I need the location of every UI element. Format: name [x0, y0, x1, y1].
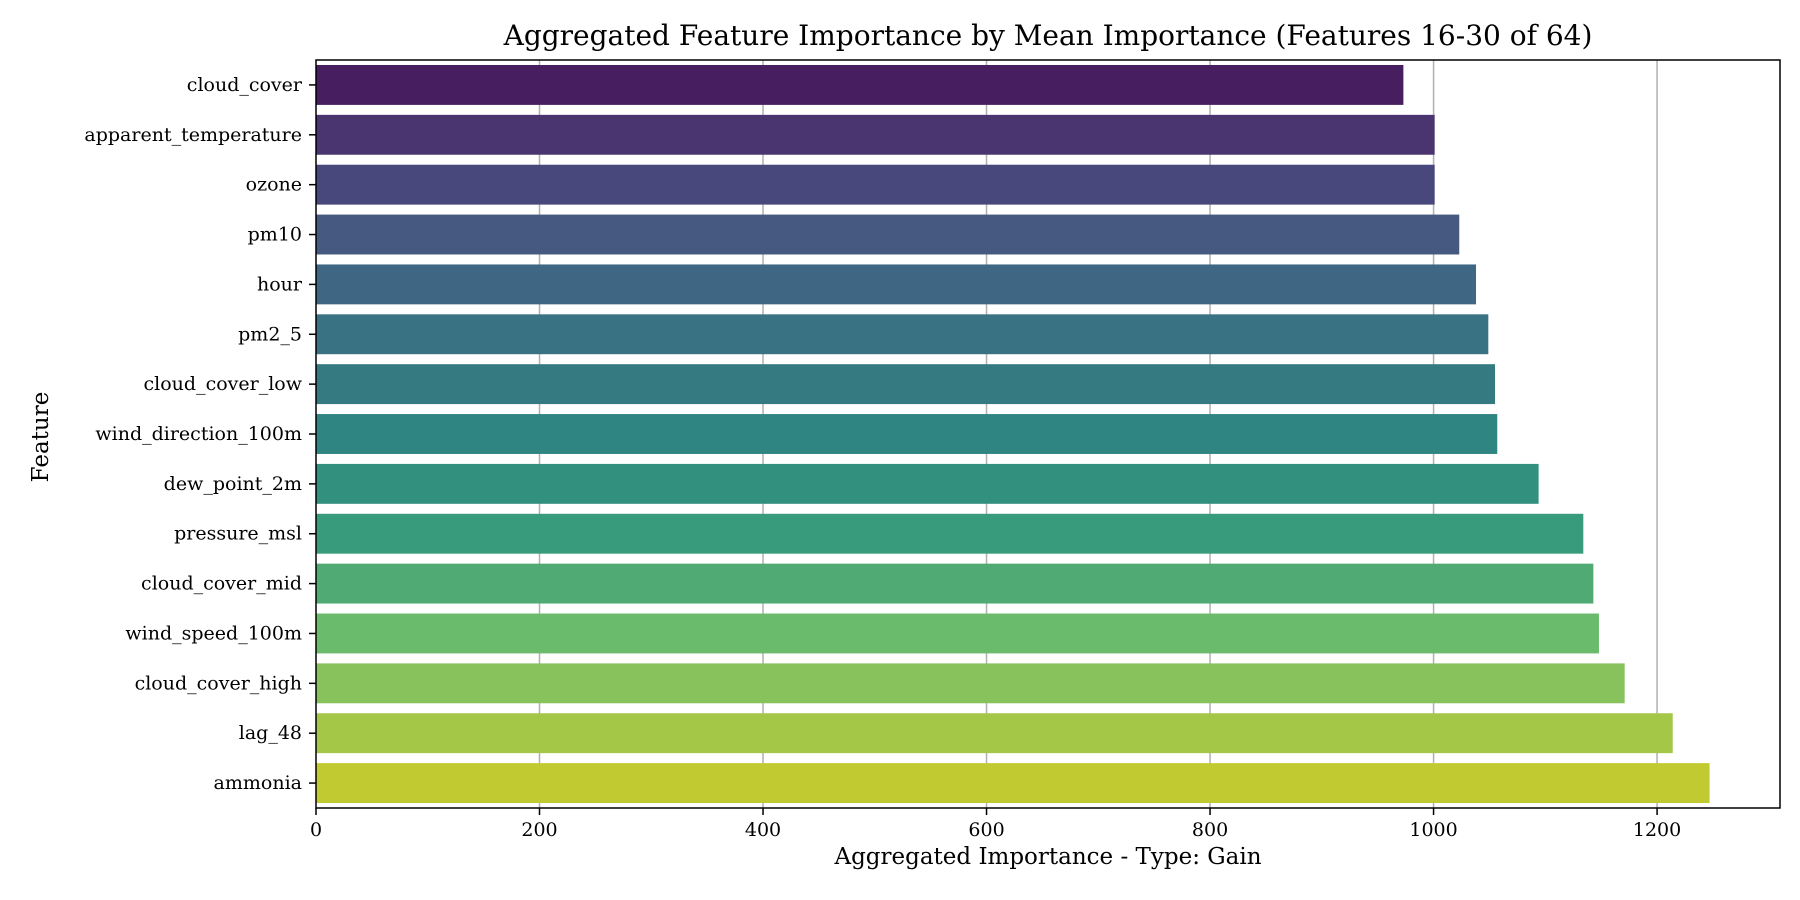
bar-cloud_cover_low: [316, 364, 1496, 405]
x-tick-label: 0: [310, 819, 322, 841]
bar-lag_48: [316, 713, 1673, 754]
bar-ozone: [316, 164, 1435, 205]
y-tick-label: cloud_cover: [187, 74, 303, 96]
chart-title: Aggregated Feature Importance by Mean Im…: [503, 19, 1593, 52]
axes-frame: [315, 59, 1781, 809]
y-tick-label: wind_speed_100m: [125, 622, 302, 644]
bar-wind_direction_100m: [316, 414, 1498, 454]
y-tick-label: cloud_cover_high: [135, 672, 302, 694]
y-tick-label: ozone: [246, 174, 302, 196]
y-tick-label: lag_48: [239, 722, 302, 744]
x-axis-label: Aggregated Importance - Type: Gain: [834, 844, 1262, 870]
y-tick-label: pressure_msl: [174, 523, 302, 545]
bar-wind_speed_100m: [316, 613, 1599, 654]
y-tick-label: cloud_cover_low: [144, 373, 303, 395]
y-tick-label: pm10: [248, 224, 302, 246]
y-tick-label: hour: [257, 273, 303, 295]
bar-cloud_cover_mid: [316, 563, 1594, 604]
bars: [316, 64, 1710, 804]
bar-ammonia: [316, 763, 1710, 804]
y-axis-label: Feature: [28, 391, 54, 483]
x-tick-label: 1200: [1633, 819, 1681, 841]
y-tick-label: ammonia: [214, 772, 302, 794]
bar-pm10: [316, 214, 1460, 255]
bar-hour: [316, 264, 1477, 305]
bar-apparent_temperature: [316, 114, 1435, 155]
y-tick-label: pm2_5: [238, 323, 302, 345]
x-tick-labels: 0 200 400 600 800 1000 1200: [310, 808, 1681, 841]
y-tick-label: cloud_cover_mid: [141, 573, 302, 595]
x-tick-label: 1000: [1409, 819, 1457, 841]
x-tick-label: 800: [1192, 819, 1228, 841]
x-tick-label: 200: [521, 819, 557, 841]
y-tick-label: wind_direction_100m: [95, 423, 302, 445]
bar-cloud_cover: [316, 64, 1404, 105]
y-tick-label: apparent_temperature: [84, 124, 302, 146]
bar-dew_point_2m: [316, 463, 1539, 504]
bar-cloud_cover_high: [316, 663, 1625, 704]
x-tick-label: 600: [968, 819, 1004, 841]
bar-pm2_5: [316, 314, 1489, 355]
x-tick-label: 400: [745, 819, 781, 841]
y-tick-label: dew_point_2m: [164, 473, 302, 495]
bar-pressure_msl: [316, 513, 1584, 554]
